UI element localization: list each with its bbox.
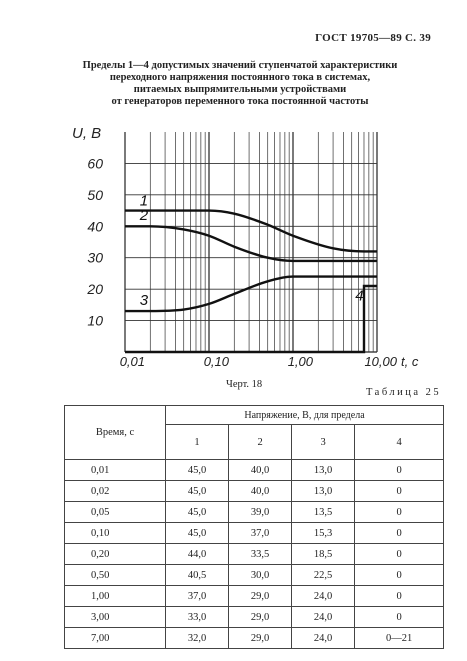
voltage-cell: 40,0 [228,480,293,502]
title-line: переходного напряжения постоянного тока … [109,72,371,83]
voltage-cell: 33,5 [228,543,293,565]
voltage-cell: 0 [354,606,444,628]
voltage-cell: 24,0 [291,627,356,649]
data-table: Время, с Напряжение, В, для предела 1 2 … [64,405,444,649]
voltage-cell: 24,0 [291,585,356,607]
table-body: 0,01 45,0 40,0 13,0 0 0,02 45,0 40,0 13,0 0 0,05 45… [64,459,444,649]
chart-labels: 10 20 30 40 50 60 0,01 0,10 1,00 10,00 U, В t, с 12 3… [72,125,419,369]
group-header: Напряжение, В, для предела [165,405,444,425]
series-label: 2 [139,207,149,224]
title-line: Пределы 1—4 допустимых значений ступенча… [82,60,398,71]
voltage-cell: 13,0 [291,480,356,502]
column-header: 2 [228,424,293,460]
voltage-cell: 18,5 [291,543,356,565]
figure-caption: Черт. 18 [226,379,263,390]
voltage-cell: 32,0 [164,627,230,649]
x-tick-label: 0,01 [120,354,145,369]
time-cell: 3,00 [64,606,166,628]
time-cell: 0,20 [64,543,166,565]
y-tick-label: 10 [87,313,103,329]
series-label: 1 [140,192,148,209]
voltage-cell: 40,0 [228,459,293,481]
voltage-cell: 37,0 [164,585,230,607]
table-row: 0,05 45,0 39,0 13,5 0 [64,501,444,523]
x-tick-label: 1,00 [288,354,314,369]
voltage-cell: 0 [354,585,444,607]
column-header: 4 [354,424,444,460]
y-axis-label: U, В [72,125,101,142]
chart-series [124,209,377,354]
time-cell: 0,50 [64,564,166,586]
y-tick-label: 40 [87,218,103,234]
x-tick-label: 0,10 [204,354,230,369]
voltage-cell: 0 [354,459,444,481]
y-tick-label: 60 [87,155,103,171]
series-line-3 [125,275,377,313]
voltage-chart: 10 20 30 40 50 60 0,01 0,10 1,00 10,00 U, В t, с 12 3… [72,125,419,369]
chart-title: Пределы 1—4 допустимых значений ступенча… [60,60,420,108]
voltage-cell: 0—21 [354,627,444,649]
voltage-cell: 22,5 [291,564,356,586]
voltage-cell: 30,0 [228,564,293,586]
series-line-1 [125,209,377,253]
series-line-4 [124,284,377,354]
voltage-cell: 45,0 [164,522,230,544]
x-axis-label: t, с [401,354,419,369]
table-row: 0,20 44,0 33,5 18,5 0 [64,543,444,565]
voltage-cell: 24,0 [291,606,356,628]
voltage-cell: 37,0 [228,522,293,544]
time-cell: 1,00 [64,585,166,607]
voltage-cell: 13,0 [291,459,356,481]
series-label: 4 [355,288,363,305]
time-cell: 0,02 [64,480,166,502]
time-cell: 7,00 [64,627,166,649]
time-cell: 0,05 [64,501,166,523]
table-row: 0,10 45,0 37,0 15,3 0 [64,522,444,544]
table-row: 1,00 37,0 29,0 24,0 0 [64,585,444,607]
series-label: 3 [140,292,149,309]
voltage-cell: 0 [354,564,444,586]
page-header: ГОСТ 19705—89 С. 39 [315,32,431,44]
table-row: 0,02 45,0 40,0 13,0 0 [64,480,444,502]
column-header: 1 [164,424,230,460]
voltage-cell: 13,5 [291,501,356,523]
voltage-cell: 39,0 [228,501,293,523]
voltage-cell: 45,0 [164,480,230,502]
voltage-cell: 29,0 [228,585,293,607]
voltage-cell: 40,5 [164,564,230,586]
table-row: 0,50 40,5 30,0 22,5 0 [64,564,444,586]
voltage-cell: 0 [354,543,444,565]
table-row: 0,01 45,0 40,0 13,0 0 [64,459,444,481]
voltage-cell: 0 [354,501,444,523]
voltage-cell: 44,0 [164,543,230,565]
voltage-cell: 29,0 [228,606,293,628]
series-line-2 [125,225,377,263]
voltage-cell: 45,0 [164,501,230,523]
time-cell: 0,01 [64,459,166,481]
time-header: Время, с [64,405,166,460]
y-tick-label: 20 [86,281,103,297]
voltage-cell: 15,3 [291,522,356,544]
chart-grid [124,132,378,353]
time-cell: 0,10 [64,522,166,544]
table-row: 3,00 33,0 29,0 24,0 0 [64,606,444,628]
voltage-cell: 33,0 [164,606,230,628]
y-tick-label: 50 [87,187,103,203]
column-header: 3 [291,424,356,460]
x-tick-label: 10,00 [364,354,397,369]
voltage-cell: 45,0 [164,459,230,481]
voltage-cell: 0 [354,522,444,544]
y-tick-label: 30 [87,250,103,266]
title-line: от генераторов переменного тока постоянн… [111,96,369,107]
table-row: 7,00 32,0 29,0 24,0 0—21 [64,627,444,649]
table-name: Таблица 25 [366,387,442,398]
voltage-cell: 29,0 [228,627,293,649]
voltage-cell: 0 [354,480,444,502]
title-line: питаемых выпрямительными устройствами [133,84,347,95]
